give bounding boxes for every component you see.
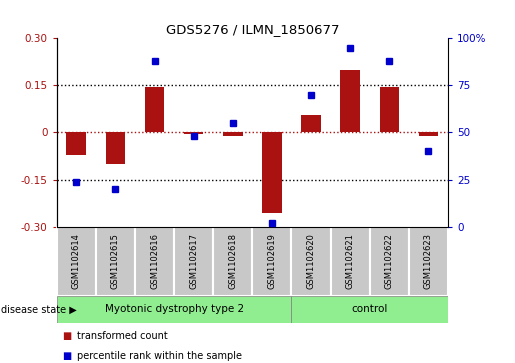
Bar <box>66 132 86 155</box>
Text: GSM1102621: GSM1102621 <box>346 233 355 289</box>
Bar <box>213 227 252 296</box>
Text: GSM1102623: GSM1102623 <box>424 233 433 289</box>
Bar <box>380 87 399 132</box>
Bar <box>340 70 360 132</box>
Bar <box>331 227 370 296</box>
Text: transformed count: transformed count <box>77 331 168 341</box>
Text: GSM1102618: GSM1102618 <box>228 233 237 289</box>
Text: GSM1102622: GSM1102622 <box>385 233 394 289</box>
Text: Myotonic dystrophy type 2: Myotonic dystrophy type 2 <box>105 305 244 314</box>
Bar <box>57 296 291 323</box>
Bar <box>419 132 438 136</box>
Bar <box>291 227 331 296</box>
Bar <box>145 87 164 132</box>
Text: GSM1102619: GSM1102619 <box>267 233 277 289</box>
Bar <box>301 115 321 132</box>
Bar <box>409 227 448 296</box>
Text: disease state ▶: disease state ▶ <box>1 305 76 314</box>
Bar <box>252 227 291 296</box>
Bar <box>291 296 448 323</box>
Bar <box>57 227 96 296</box>
Bar <box>96 227 135 296</box>
Bar <box>174 227 213 296</box>
Bar <box>184 132 203 134</box>
Text: GSM1102620: GSM1102620 <box>306 233 316 289</box>
Bar <box>135 227 174 296</box>
Bar <box>262 132 282 213</box>
Bar <box>106 132 125 164</box>
Text: ■: ■ <box>62 331 71 341</box>
Text: control: control <box>352 305 388 314</box>
Text: GSM1102615: GSM1102615 <box>111 233 120 289</box>
Text: GSM1102616: GSM1102616 <box>150 233 159 289</box>
Text: ■: ■ <box>62 351 71 361</box>
Text: percentile rank within the sample: percentile rank within the sample <box>77 351 242 361</box>
Bar <box>223 132 243 136</box>
Text: GSM1102617: GSM1102617 <box>189 233 198 289</box>
Bar <box>370 227 409 296</box>
Text: GSM1102614: GSM1102614 <box>72 233 81 289</box>
Title: GDS5276 / ILMN_1850677: GDS5276 / ILMN_1850677 <box>166 23 339 36</box>
